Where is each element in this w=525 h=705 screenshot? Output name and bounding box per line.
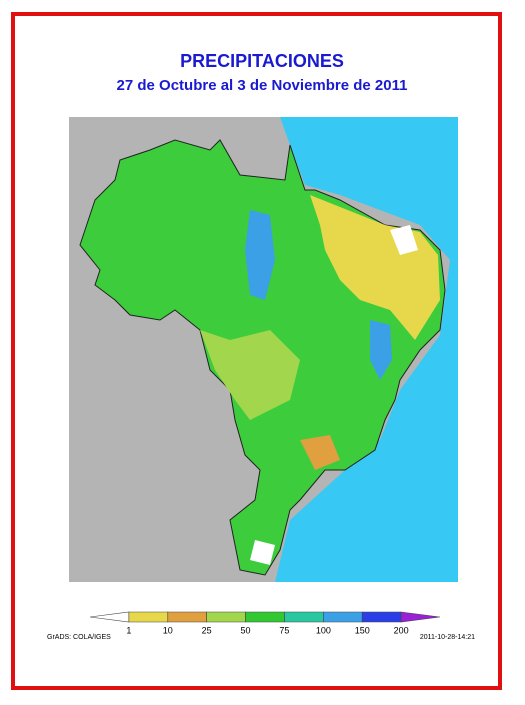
map <box>69 117 458 582</box>
title: PRECIPITACIONES <box>180 51 344 71</box>
colorbar-label: 1 <box>126 625 131 635</box>
colorbar-swatch <box>245 611 285 623</box>
colorbar-swatch <box>167 611 207 623</box>
colorbar-swatch <box>400 611 441 623</box>
colorbar-swatch <box>128 611 169 623</box>
colorbar-label: 200 <box>394 625 409 635</box>
no-rain-region <box>250 540 275 565</box>
colorbar-label: 75 <box>279 625 289 635</box>
subtitle: 27 de Octubre al 3 de Noviembre de 2011 <box>117 77 408 94</box>
moderate-region <box>200 330 300 420</box>
colorbar-label: 150 <box>355 625 370 635</box>
wet-region <box>245 210 275 300</box>
colorbar-swatch <box>323 611 363 623</box>
colorbar-swatch <box>89 611 130 623</box>
colorbar: 1 10 25 50 75 100 150 200 <box>89 611 441 635</box>
frame <box>11 12 502 690</box>
dry-region <box>300 435 340 470</box>
timestamp: 2011-10-28-14:21 <box>420 634 475 641</box>
wet-region <box>370 320 392 380</box>
colorbar-label: 10 <box>163 625 173 635</box>
colorbar-label: 100 <box>316 625 331 635</box>
colorbar-swatch <box>361 611 402 623</box>
ocean <box>275 117 458 582</box>
colorbar-swatch <box>206 611 246 623</box>
source: GrADS: COLA/IGES <box>47 634 111 641</box>
colorbar-swatch <box>284 611 324 623</box>
no-rain-region <box>390 225 418 255</box>
colorbar-label: 25 <box>202 625 212 635</box>
colorbar-label: 50 <box>241 625 251 635</box>
